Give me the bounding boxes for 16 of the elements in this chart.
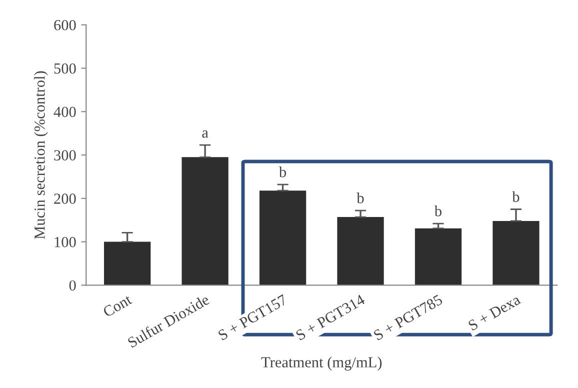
annotation: b	[434, 206, 442, 216]
y-tick-label: 100	[54, 236, 76, 248]
y-tick-label: 300	[54, 150, 76, 160]
x-tick-label: Cont	[102, 294, 133, 318]
y-tick-label: 200	[54, 194, 76, 204]
x-axis-title: Treatment (mg/mL)	[261, 356, 382, 371]
y-tick-label: 0	[69, 280, 76, 291]
y-tick-label: 500	[54, 63, 76, 74]
annotation: b	[512, 191, 520, 202]
annotation: b	[278, 166, 286, 178]
y-tick-label: 600	[54, 20, 76, 30]
y-tick-label: 400	[54, 106, 76, 118]
annotation: a	[202, 130, 208, 138]
x-tick-label: S + Dexa	[468, 294, 522, 331]
annotation: b	[356, 192, 364, 204]
y-axis-title: Mucin secretion (%control)	[34, 71, 48, 239]
